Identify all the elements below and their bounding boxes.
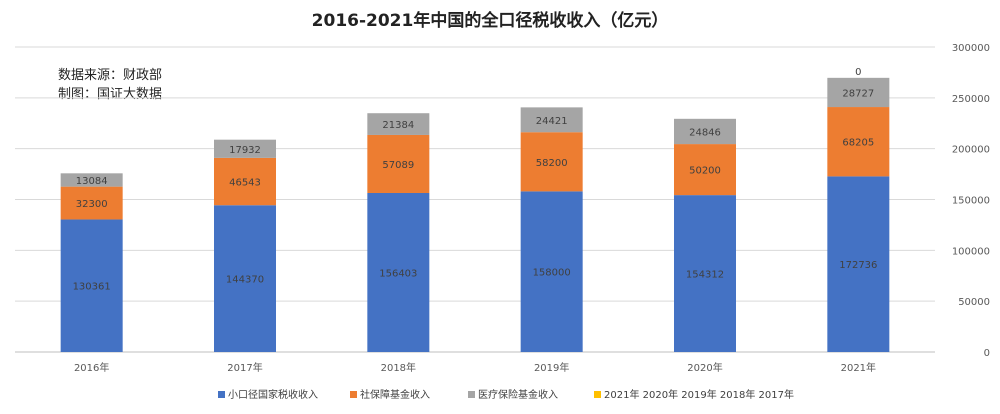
data-label: 24846 — [689, 127, 721, 138]
bar-segment — [367, 134, 430, 193]
y-tick-label: 200000 — [952, 145, 990, 156]
bar-segment — [520, 107, 583, 133]
legend-swatch — [594, 391, 601, 398]
data-label: 24421 — [536, 116, 568, 127]
source-annotation: 数据来源：财政部 — [58, 68, 162, 83]
y-tick-label: 150000 — [952, 196, 990, 207]
legend-swatch — [468, 391, 475, 398]
data-label: 144370 — [226, 275, 264, 286]
bar-segment — [827, 77, 890, 108]
y-tick-label: 250000 — [952, 94, 990, 105]
x-tick-label: 2021年 — [841, 361, 876, 374]
bar-segment — [367, 113, 430, 135]
bar-segment — [60, 219, 123, 352]
data-label: 68205 — [842, 138, 874, 149]
legend-label: 2021年 2020年 2019年 2018年 2017年 — [604, 388, 794, 401]
data-label: 21384 — [382, 120, 414, 131]
data-label: 13084 — [76, 176, 108, 187]
data-label: 28727 — [842, 88, 874, 99]
data-label: 156403 — [379, 268, 417, 279]
gridlines — [15, 46, 935, 353]
bar-segment — [520, 191, 583, 352]
bar-segment — [674, 118, 736, 145]
data-label: 172736 — [839, 260, 877, 271]
y-axis: 0 50000 100000 150000 200000 250000 300000 — [952, 43, 990, 359]
bar-segment — [367, 192, 430, 352]
legend-swatch — [350, 391, 357, 398]
author-annotation: 制图：国证大数据 — [58, 87, 162, 102]
data-label: 158000 — [533, 268, 571, 279]
bar-segment — [674, 144, 736, 196]
y-tick-label: 100000 — [952, 246, 990, 257]
x-tick-label: 2018年 — [381, 361, 416, 374]
legend-label: 社保障基金收入 — [360, 388, 430, 401]
data-label: 32300 — [76, 199, 108, 210]
bar-segment — [60, 186, 123, 220]
data-label: 0 — [855, 67, 861, 78]
data-label: 50200 — [689, 166, 721, 177]
x-tick-label: 2019年 — [534, 361, 569, 374]
bars: 130361 32300 13084 144370 46543 17932 156403 57… — [60, 67, 890, 352]
bar-segment — [214, 139, 276, 158]
data-label: 154312 — [686, 270, 724, 281]
bar-segment — [674, 195, 736, 352]
bar-segment — [60, 173, 123, 187]
data-label: 17932 — [229, 145, 261, 156]
legend-label: 医疗保险基金收入 — [478, 388, 558, 401]
x-axis: 2016年 2017年 2018年 2019年 2020年 2021年 — [74, 361, 876, 374]
chart-title: 2016-2021年中国的全口径税收收入（亿元） — [312, 10, 669, 31]
legend-label: 小口径国家税收收入 — [228, 388, 318, 401]
bar-segment — [827, 176, 890, 352]
bar-segment — [827, 107, 890, 177]
data-label: 58200 — [536, 158, 568, 169]
bar-segment — [214, 205, 276, 352]
y-tick-label: 300000 — [952, 43, 990, 54]
bar-segment — [214, 157, 276, 206]
data-label: 130361 — [73, 282, 111, 293]
legend-swatch — [218, 391, 225, 398]
data-label: 57089 — [382, 160, 414, 171]
x-tick-label: 2020年 — [687, 361, 722, 374]
data-label: 46543 — [229, 178, 261, 189]
bar-segment — [520, 132, 583, 192]
x-tick-label: 2017年 — [227, 361, 262, 374]
legend: 小口径国家税收收入 社保障基金收入 医疗保险基金收入 2021年 2020年 2019… — [218, 388, 794, 401]
x-tick-label: 2016年 — [74, 361, 109, 374]
y-tick-label: 50000 — [958, 297, 990, 308]
y-tick-label: 0 — [984, 348, 990, 359]
